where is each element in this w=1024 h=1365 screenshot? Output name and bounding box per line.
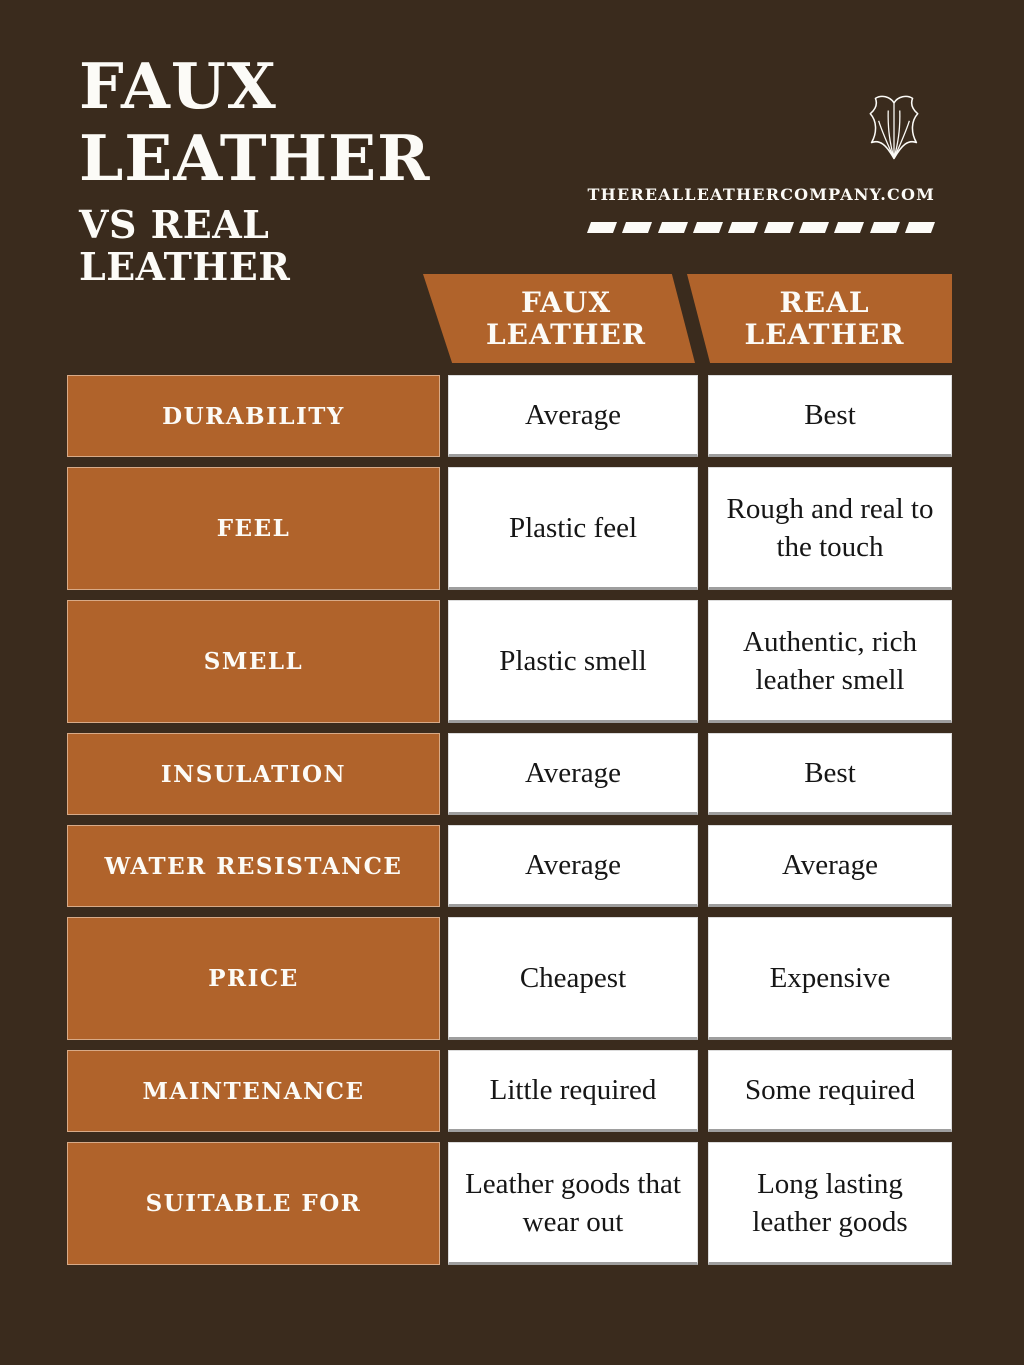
stitch-dash [869, 222, 900, 233]
comparison-table: DURABILITY Average Best FEEL Plastic fee… [67, 375, 952, 1265]
table-row-insulation: INSULATION Average Best [67, 733, 952, 815]
faux-value-cell: Plastic feel [448, 467, 698, 590]
real-value-cell: Some required [708, 1050, 952, 1132]
subtitle-line-1: VS REAL [79, 202, 270, 247]
table-row-suitable-for: SUITABLE FOR Leather goods that wear out… [67, 1142, 952, 1265]
faux-value-cell: Average [448, 375, 698, 457]
stitch-dash [798, 222, 829, 233]
stitch-dash [763, 222, 794, 233]
stitch-dash [834, 222, 865, 233]
column-header-real-leather: REAL LEATHER [687, 274, 952, 363]
column-header-faux-leather: FAUX LEATHER [423, 274, 695, 363]
stitch-dashes [586, 222, 935, 233]
column-header-real-line-2: LEATHER [744, 317, 905, 351]
stitch-dash [657, 222, 688, 233]
table-row-maintenance: MAINTENANCE Little required Some require… [67, 1050, 952, 1132]
real-value-cell: Rough and real to the touch [708, 467, 952, 590]
faux-value-cell: Plastic smell [448, 600, 698, 723]
faux-value-cell: Cheapest [448, 917, 698, 1040]
column-header-real-line-1: REAL [779, 285, 870, 319]
real-value-cell: Authentic, rich leather smell [708, 600, 952, 723]
faux-value-cell: Leather goods that wear out [448, 1142, 698, 1265]
row-label: SUITABLE FOR [67, 1142, 440, 1265]
row-label: FEEL [67, 467, 440, 590]
faux-value-cell: Little required [448, 1050, 698, 1132]
page-subtitle: VS REAL LEATHER [79, 204, 431, 288]
stitch-dash [622, 222, 653, 233]
table-row-price: PRICE Cheapest Expensive [67, 917, 952, 1040]
real-value-cell: Best [708, 733, 952, 815]
row-label: PRICE [67, 917, 440, 1040]
row-label: SMELL [67, 600, 440, 723]
real-value-cell: Expensive [708, 917, 952, 1040]
table-row-feel: FEEL Plastic feel Rough and real to the … [67, 467, 952, 590]
stitch-dash [586, 222, 618, 233]
real-value-cell: Best [708, 375, 952, 457]
faux-value-cell: Average [448, 825, 698, 907]
row-label: MAINTENANCE [67, 1050, 440, 1132]
title-line-2: LEATHER [79, 121, 431, 195]
faux-value-cell: Average [448, 733, 698, 815]
stitch-dash [904, 222, 935, 233]
subtitle-line-2: LEATHER [79, 244, 291, 289]
row-label: WATER RESISTANCE [67, 825, 440, 907]
leather-hide-icon [869, 95, 919, 160]
page-title: FAUX LEATHER VS REAL LEATHER [79, 50, 431, 288]
stitch-dash [692, 222, 723, 233]
title-line-1: FAUX [79, 49, 277, 123]
column-header-faux-line-1: FAUX [520, 285, 612, 319]
column-header-faux-line-2: LEATHER [485, 317, 647, 351]
table-row-water-resistance: WATER RESISTANCE Average Average [67, 825, 952, 907]
table-row-durability: DURABILITY Average Best [67, 375, 952, 457]
table-row-smell: SMELL Plastic smell Authentic, rich leat… [67, 600, 952, 723]
stitch-dash [728, 222, 759, 233]
row-label: DURABILITY [67, 375, 440, 457]
website-url: THEREALLEATHERCOMPANY.COM [587, 185, 935, 204]
real-value-cell: Long lasting leather goods [708, 1142, 952, 1265]
row-label: INSULATION [67, 733, 440, 815]
real-value-cell: Average [708, 825, 952, 907]
